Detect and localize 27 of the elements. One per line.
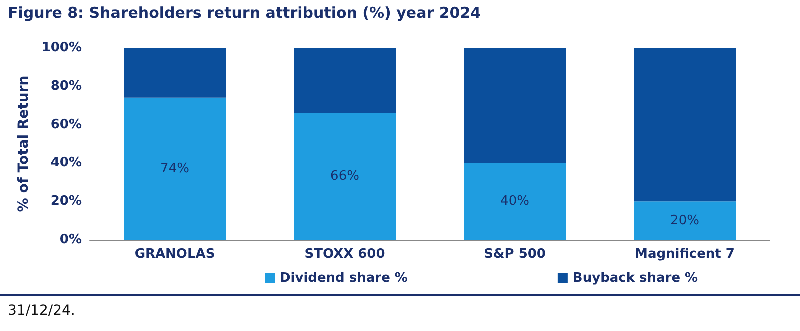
bar	[294, 48, 396, 114]
y-tick-label: 40%	[50, 156, 82, 171]
bar	[634, 48, 736, 202]
x-tick-label: S&P 500	[484, 247, 546, 262]
data-label: 20%	[670, 213, 700, 228]
y-tick-label: 60%	[50, 117, 82, 132]
y-axis-title: % of Total Return	[16, 76, 32, 212]
bar	[124, 98, 226, 240]
data-label: 40%	[500, 194, 530, 210]
x-tick-label: STOXX 600	[304, 247, 386, 262]
y-tick-label: 0%	[60, 232, 82, 248]
legend-label: Buyback share %	[572, 271, 698, 286]
chart-title: Figure 8: Shareholders return attribution (%) year 2024	[8, 4, 482, 22]
y-tick-label: 80%	[50, 78, 82, 94]
bar	[634, 202, 736, 240]
y-tick-label: 20%	[50, 194, 82, 210]
y-tick-label: 100%	[42, 40, 82, 56]
x-tick-label: GRANOLAS	[134, 247, 216, 262]
bar	[124, 48, 226, 98]
legend-label: Dividend share %	[280, 271, 408, 286]
text: 31/12/24.	[8, 303, 76, 319]
bar	[294, 113, 396, 240]
data-label: 74%	[160, 161, 190, 176]
x-tick-label: Magnificent 7	[635, 247, 735, 262]
data-label: 66%	[330, 169, 360, 184]
bar	[464, 163, 566, 240]
bar	[464, 48, 566, 164]
